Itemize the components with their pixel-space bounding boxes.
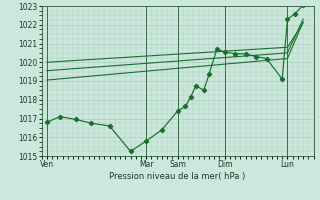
X-axis label: Pression niveau de la mer( hPa ): Pression niveau de la mer( hPa ): [109, 172, 246, 181]
